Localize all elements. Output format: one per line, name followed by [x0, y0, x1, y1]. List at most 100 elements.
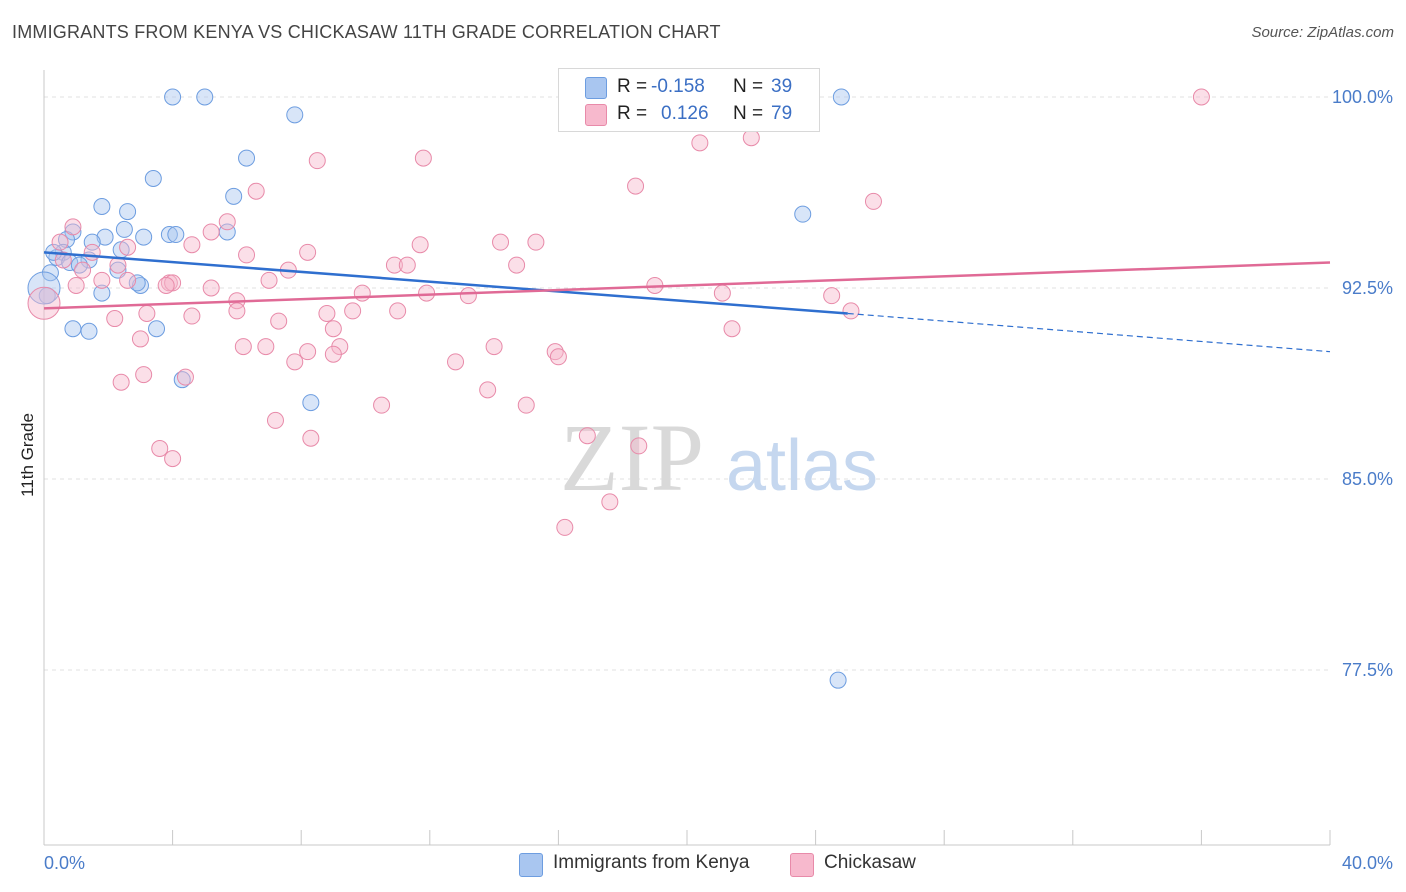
chickasaw-point — [373, 396, 391, 414]
kenya-point — [160, 226, 178, 244]
kenya-point — [135, 228, 153, 246]
kenya-point — [832, 88, 850, 106]
chickasaw-point — [723, 320, 741, 338]
chickasaw-point — [485, 338, 503, 356]
legend-swatch-chickasaw — [585, 104, 607, 126]
kenya-point — [27, 271, 61, 305]
chickasaw-point — [27, 286, 61, 320]
chickasaw-point — [447, 353, 465, 371]
kenya-point — [131, 276, 149, 294]
kenya-point — [225, 187, 243, 205]
chickasaw-point — [556, 518, 574, 536]
legend-label-chickasaw: Chickasaw — [824, 852, 916, 873]
chickasaw-point — [398, 256, 416, 274]
y-tick-label: 100.0% — [1332, 87, 1393, 107]
n-label: N = — [733, 76, 764, 97]
chickasaw-point — [713, 284, 731, 302]
kenya-trend-extension — [847, 312, 1331, 353]
legend-label-kenya: Immigrants from Kenya — [553, 852, 750, 873]
chickasaw-point — [864, 192, 882, 210]
gridlines — [44, 96, 1330, 671]
kenya-point — [196, 88, 214, 106]
legend-swatch-kenya — [585, 77, 607, 99]
kenya-point — [302, 394, 320, 412]
chickasaw-point — [549, 348, 567, 366]
chickasaw-point — [260, 271, 278, 289]
y-tick-label: 85.0% — [1342, 469, 1393, 489]
chickasaw-point — [299, 243, 317, 261]
chickasaw-point — [202, 279, 220, 297]
chickasaw-trend-line — [43, 261, 1331, 310]
chickasaw-point — [1192, 88, 1210, 106]
kenya-point — [829, 671, 847, 689]
correlation-legend: R = -0.158 N = 39 R = 0.126 N = 79 — [558, 68, 820, 132]
chickasaw-point — [527, 233, 545, 251]
chickasaw-point — [414, 149, 432, 167]
chickasaw-point — [257, 338, 275, 356]
x-tick-label: 0.0% — [44, 853, 85, 873]
chickasaw-point — [299, 343, 317, 361]
kenya-point — [128, 274, 146, 292]
chickasaw-point — [318, 304, 336, 322]
kenya-point — [93, 198, 111, 216]
chickasaw-point — [286, 353, 304, 371]
kenya-point — [286, 106, 304, 124]
n-value: 39 — [771, 76, 793, 97]
chickasaw-point — [842, 302, 860, 320]
chickasaw-point — [51, 233, 69, 251]
chickasaw-point — [266, 411, 284, 429]
kenya-point — [167, 226, 185, 244]
chickasaw-point — [119, 271, 137, 289]
chickasaw-point — [344, 302, 362, 320]
kenya-point — [144, 169, 162, 187]
chickasaw-point — [324, 320, 342, 338]
kenya-point — [794, 205, 812, 223]
chickasaw-point — [64, 218, 82, 236]
chickasaw-point — [74, 261, 92, 279]
chickasaw-point — [119, 238, 137, 256]
chickasaw-point — [131, 330, 149, 348]
chickasaw-point — [601, 493, 619, 511]
kenya-point — [119, 203, 137, 221]
chickasaw-point — [67, 276, 85, 294]
chickasaw-point — [479, 381, 497, 399]
chickasaw-point — [385, 256, 403, 274]
chickasaw-point — [135, 366, 153, 384]
chickasaw-point — [823, 287, 841, 305]
kenya-trend-line — [43, 251, 848, 315]
chickasaw-point — [353, 284, 371, 302]
kenya-point — [83, 233, 101, 251]
chickasaw-point — [627, 177, 645, 195]
n-label: N = — [733, 103, 764, 124]
r-label: R = — [617, 103, 648, 124]
chickasaw-point — [546, 343, 564, 361]
chickasaw-point — [630, 437, 648, 455]
chickasaw-point — [389, 302, 407, 320]
kenya-point — [173, 371, 191, 389]
kenya-point — [80, 322, 98, 340]
source-credit: Source: ZipAtlas.com — [1251, 24, 1394, 41]
chickasaw-point — [302, 429, 320, 447]
chickasaw-point — [228, 302, 246, 320]
watermark-atlas: atlas — [726, 426, 878, 506]
kenya-point — [64, 320, 82, 338]
chickasaw-point — [157, 276, 175, 294]
axes — [43, 70, 1331, 846]
tick-labels: 77.5% 85.0% 92.5% 100.0% 0.0% 40.0% — [44, 87, 1393, 873]
chickasaw-point — [324, 345, 342, 363]
chickasaw-point — [183, 307, 201, 325]
legend-swatch-chickasaw — [790, 853, 814, 877]
chickasaw-point — [106, 310, 124, 328]
chickasaw-point — [218, 213, 236, 231]
legend-swatch-kenya — [519, 853, 543, 877]
chickasaw-point — [176, 368, 194, 386]
n-value: 79 — [771, 103, 793, 124]
kenya-point — [96, 228, 114, 246]
chickasaw-point — [112, 373, 130, 391]
x-tick-label: 40.0% — [1342, 853, 1393, 873]
kenya-point — [93, 284, 111, 302]
trend-lines — [43, 251, 1331, 353]
chickasaw-point — [83, 243, 101, 261]
y-tick-label: 92.5% — [1342, 278, 1393, 298]
